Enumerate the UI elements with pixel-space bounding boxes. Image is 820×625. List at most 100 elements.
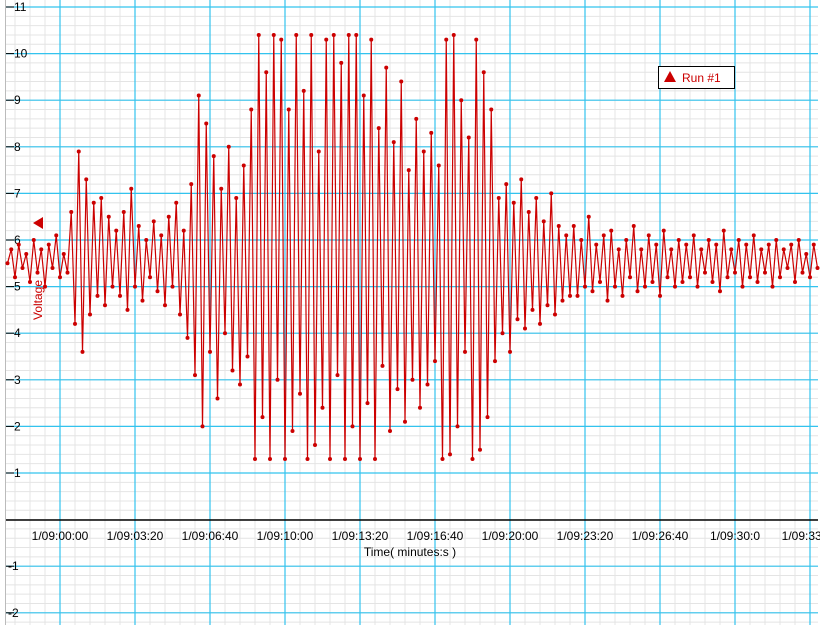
data-point — [669, 247, 674, 252]
y-tick-label: 6 — [14, 233, 21, 247]
y-tick-label: 10 — [14, 47, 28, 61]
data-point — [46, 242, 51, 247]
data-point — [680, 279, 685, 284]
y-tick-label: 1 — [14, 466, 21, 480]
data-point — [463, 349, 467, 354]
x-tick-label: 1/09:26:40 — [632, 529, 689, 543]
data-point — [459, 98, 464, 103]
data-point — [493, 359, 497, 364]
data-point — [571, 224, 576, 229]
data-point — [208, 349, 212, 354]
data-point — [598, 279, 602, 284]
data-point — [684, 242, 689, 247]
data-point — [346, 32, 351, 37]
data-point — [706, 238, 711, 242]
data-point — [384, 65, 389, 70]
data-point — [650, 279, 655, 284]
data-point — [631, 224, 636, 229]
data-point — [579, 238, 584, 242]
data-point — [586, 214, 591, 219]
data-point — [43, 284, 47, 289]
data-point — [110, 284, 115, 289]
data-point — [174, 200, 179, 205]
data-point — [725, 275, 730, 280]
data-point — [751, 233, 756, 238]
x-tick-label: 1/09:10:00 — [257, 529, 314, 543]
data-point — [316, 149, 321, 154]
data-point — [365, 401, 370, 406]
triangle-left-icon[interactable] — [33, 217, 43, 229]
data-point — [620, 293, 625, 298]
data-point — [545, 303, 550, 308]
data-point — [695, 284, 700, 289]
data-point — [601, 233, 606, 238]
data-point — [324, 37, 329, 42]
data-point — [496, 196, 501, 201]
data-point — [403, 419, 407, 424]
data-point — [181, 228, 186, 233]
data-point — [399, 79, 404, 84]
data-point — [515, 317, 520, 322]
data-point — [73, 321, 77, 326]
data-point — [204, 121, 209, 126]
data-point — [58, 275, 62, 280]
data-point — [133, 284, 137, 289]
data-point — [245, 354, 250, 359]
data-point — [268, 457, 272, 462]
data-point — [744, 242, 749, 247]
data-point — [159, 233, 164, 238]
data-point — [519, 177, 524, 182]
y-tick-label: 2 — [14, 419, 21, 433]
data-point — [283, 457, 287, 462]
data-point — [556, 224, 561, 229]
data-point — [234, 196, 239, 201]
data-point — [395, 387, 400, 392]
data-point — [219, 186, 224, 191]
data-point — [279, 37, 284, 42]
data-point — [433, 359, 437, 364]
x-tick-label: 1/09:00:00 — [32, 529, 89, 543]
data-point — [406, 168, 411, 173]
legend-box — [658, 66, 735, 89]
y-tick-label: 7 — [14, 186, 21, 200]
data-point — [20, 265, 25, 270]
data-point — [61, 251, 66, 256]
data-point — [253, 457, 257, 462]
data-point — [770, 284, 775, 289]
data-point — [215, 396, 220, 401]
data-point — [766, 242, 771, 247]
data-point — [193, 373, 197, 378]
data-point — [260, 415, 265, 420]
series-run-1 — [5, 32, 820, 462]
data-point — [530, 307, 535, 312]
data-point — [249, 107, 254, 112]
legend[interactable]: Run #1 — [658, 66, 735, 89]
data-point — [9, 247, 14, 252]
data-point — [429, 130, 434, 135]
data-point — [774, 238, 779, 242]
data-point — [121, 210, 126, 215]
data-point — [388, 429, 392, 434]
data-point — [178, 312, 182, 317]
data-point — [238, 382, 242, 387]
data-point — [594, 242, 599, 247]
data-point — [301, 88, 306, 93]
data-point — [616, 247, 621, 252]
data-point — [309, 32, 314, 37]
data-point — [410, 377, 415, 382]
data-point — [590, 289, 595, 294]
data-point — [541, 219, 546, 224]
y-tick-label: -2 — [8, 606, 19, 620]
data-point — [575, 293, 580, 298]
data-point — [373, 457, 377, 462]
data-point — [358, 457, 362, 462]
data-point — [568, 293, 572, 298]
data-point — [613, 284, 617, 289]
data-point — [50, 265, 55, 270]
data-point — [721, 228, 726, 233]
data-point — [331, 32, 336, 37]
data-point — [489, 107, 494, 112]
data-point — [811, 242, 816, 247]
data-point — [298, 391, 302, 396]
